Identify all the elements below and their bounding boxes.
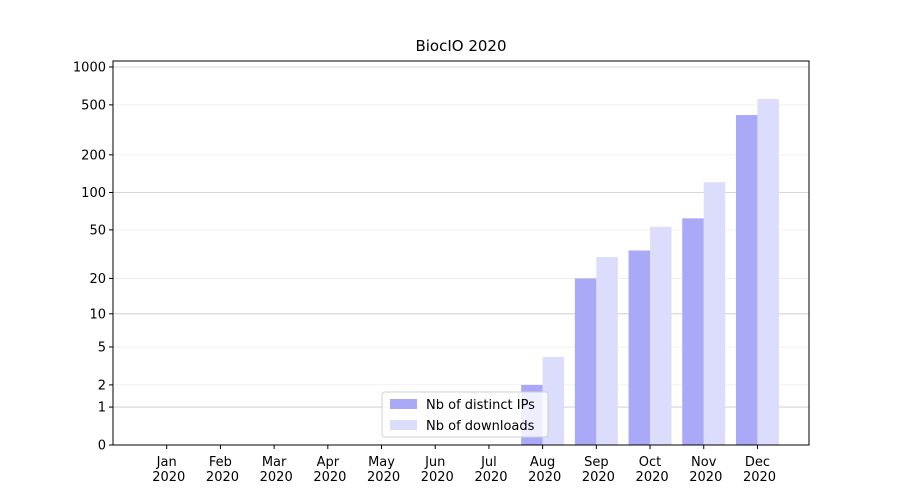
y-tick-label: 50 xyxy=(89,223,106,238)
x-tick-label: Feb 2020 xyxy=(202,455,239,485)
y-tick-label: 1 xyxy=(98,401,106,416)
x-tick-label: Jul 2020 xyxy=(470,455,507,485)
x-tick-label: Jan 2020 xyxy=(148,455,185,485)
chart-title: BiocIO 2020 xyxy=(415,37,506,55)
legend-swatch xyxy=(390,399,417,409)
x-tick-label: May 2020 xyxy=(363,455,400,485)
x-tick-label: Apr 2020 xyxy=(309,455,346,485)
x-tick-label: Mar 2020 xyxy=(256,455,293,485)
y-tick-label: 10 xyxy=(89,307,106,322)
legend-label: Nb of distinct IPs xyxy=(426,398,535,413)
bar xyxy=(735,115,758,445)
bar xyxy=(650,226,672,445)
bar xyxy=(757,99,779,445)
legend-swatch xyxy=(390,420,417,430)
y-tick-label: 100 xyxy=(81,186,106,201)
x-tick-label: Oct 2020 xyxy=(631,455,668,485)
y-tick-label: 0 xyxy=(98,439,106,454)
legend-label: Nb of downloads xyxy=(426,419,535,434)
y-tick-label: 1000 xyxy=(73,60,106,75)
y-tick-label: 2 xyxy=(98,378,106,393)
x-tick-label: Sep 2020 xyxy=(578,455,615,485)
bar xyxy=(628,250,651,445)
x-tick-label: Jun 2020 xyxy=(417,455,454,485)
axes-frame xyxy=(112,60,810,446)
y-tick-label: 500 xyxy=(81,98,106,113)
bar xyxy=(703,182,726,445)
bar xyxy=(682,218,704,445)
y-tick-label: 5 xyxy=(98,340,106,355)
bar xyxy=(596,257,618,445)
x-tick-label: Nov 2020 xyxy=(685,455,722,485)
y-tick-label: 20 xyxy=(89,272,106,287)
legend-box xyxy=(381,391,549,438)
x-tick-label: Dec 2020 xyxy=(739,455,776,485)
x-tick-label: Aug 2020 xyxy=(524,455,561,485)
y-tick-label: 200 xyxy=(81,148,106,163)
bar xyxy=(574,278,597,445)
